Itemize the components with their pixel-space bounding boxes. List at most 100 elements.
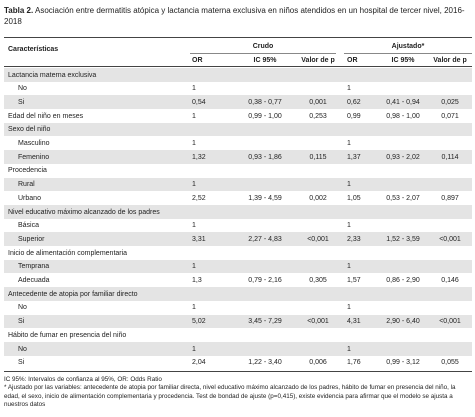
table-row: Temprana 1 1 [4, 259, 472, 274]
header-cell: Valor de p [433, 57, 467, 64]
cell: 0,253 [309, 112, 327, 120]
table-row: Procedencia [4, 163, 472, 178]
cell: 1 [192, 222, 196, 230]
header-cell: OR [347, 57, 358, 64]
cell: 0,86 - 2,90 [386, 277, 420, 284]
cell: 1,05 [347, 194, 361, 202]
cell: <0,001 [439, 235, 461, 243]
cell: 0,305 [309, 277, 327, 284]
cell: 2,90 - 6,40 [386, 318, 420, 326]
footnotes: IC 95%: Intervalos de confianza al 95%, … [4, 376, 470, 410]
cell: 0,146 [441, 277, 459, 284]
cell: 1,39 - 4,59 [248, 194, 282, 202]
table-row: No 1 1 [4, 342, 472, 356]
cell: 0,41 - 0,94 [386, 98, 420, 106]
rule [4, 37, 472, 38]
section-label: Procedencia [8, 167, 47, 175]
cell: 1 [192, 112, 196, 120]
cell: <0,001 [439, 318, 461, 326]
cell: 1,76 [347, 359, 361, 367]
header-cell: IC 95% [391, 57, 415, 64]
footnote: * Ajustado por las variables: antecedent… [4, 384, 456, 409]
table-row: Si 0,54 0,38 - 0,77 0,001 0,62 0,41 - 0,94 0,0… [4, 95, 472, 110]
row-label: Temprana [18, 263, 50, 271]
row-label: No [18, 304, 27, 312]
header-cell: OR [192, 57, 203, 64]
cell: 3,45 - 7,29 [248, 318, 282, 326]
cell: 0,025 [441, 98, 459, 106]
table-row: Masculino 1 1 [4, 136, 472, 151]
row-label: No [18, 85, 27, 93]
footnote: IC 95%: Intervalos de confianza al 95%, … [4, 376, 162, 383]
row-label: No [18, 345, 27, 353]
cell: 0,115 [309, 153, 327, 161]
cell: 0,93 - 2,02 [386, 153, 420, 161]
section-label: Lactancia materna exclusiva [8, 71, 97, 79]
cell: 0,897 [441, 194, 459, 202]
header-cell: Valor de p [301, 57, 335, 64]
cell: 1 [347, 181, 351, 189]
cell: 1 [192, 304, 196, 312]
cell: 0,006 [309, 359, 327, 367]
table-row: Si 5,02 3,45 - 7,29 <0,001 4,31 2,90 - 6,40 <0… [4, 314, 472, 329]
cell: 1 [347, 85, 351, 93]
rule [4, 66, 472, 67]
table-row: Inicio de alimentación complementaria [4, 246, 472, 260]
table-row: Lactancia materna exclusiva [4, 68, 472, 82]
cell: 1 [347, 345, 351, 353]
cell: 0,62 [347, 98, 361, 106]
row-label: Básica [18, 222, 40, 230]
table-row: Edad del niño en meses 1 0,99 - 1,00 0,253 0… [4, 109, 472, 123]
cell: 1 [347, 263, 351, 271]
cell: 1 [192, 85, 196, 93]
section-label: Hábito de fumar en presencia del niño [8, 331, 127, 339]
cell: 1 [347, 222, 351, 230]
cell: 1 [192, 140, 196, 147]
table-row: Nivel educativo máximo alcanzado de los … [4, 205, 472, 219]
section-label: Inicio de alimentación complementaria [8, 249, 128, 257]
cell: 1,3 [192, 277, 202, 284]
cell: 0,055 [441, 359, 459, 367]
rule [344, 53, 472, 54]
header-cell: Características [8, 46, 59, 53]
header-group: Ajustado* [391, 43, 425, 50]
section-label: Antecedente de atopia por familiar direc… [8, 290, 138, 298]
table-row: Superior 3,31 2,27 - 4,83 <0,001 2,33 1,52 - … [4, 232, 472, 247]
table-row: Adecuada 1,3 0,79 - 2,16 0,305 1,57 0,86 - 2,… [4, 273, 472, 288]
table-row: Sexo del niño [4, 122, 472, 137]
cell: 0,071 [441, 112, 459, 120]
cell: 0,54 [192, 98, 206, 106]
row-label: Urbano [18, 194, 41, 202]
caption-text: Asociación entre dermatitis atópica y la… [4, 6, 465, 26]
row-label: Rural [18, 181, 35, 189]
row-label: Edad del niño en meses [8, 112, 84, 120]
table-row: No 1 1 [4, 300, 472, 315]
cell: 0,001 [309, 98, 327, 106]
cell: 0,79 - 2,16 [248, 277, 282, 284]
table-row: Femenino 1,32 0,93 - 1,86 0,115 1,37 0,93 - 2… [4, 150, 472, 164]
cell: 1,57 [347, 277, 361, 284]
table-row: Urbano 2,52 1,39 - 4,59 0,002 1,05 0,53 - 2,0… [4, 191, 472, 205]
cell: 3,31 [192, 235, 206, 243]
row-label: Si [18, 98, 25, 106]
cell: 1 [347, 304, 351, 312]
caption: Tabla 2. Asociación entre dermatitis ató… [4, 5, 470, 27]
cell: 4,31 [347, 318, 361, 326]
caption-label: Tabla 2. [4, 6, 34, 15]
row-label: Masculino [18, 140, 50, 147]
cell: 1,32 [192, 153, 206, 161]
cell: 1 [192, 181, 196, 189]
header-cell: IC 95% [253, 57, 277, 64]
cell: 0,98 - 1,00 [386, 112, 420, 120]
cell: 1,37 [347, 153, 361, 161]
rule [190, 53, 336, 54]
row-label: Femenino [18, 153, 50, 161]
section-label: Nivel educativo máximo alcanzado de los … [8, 208, 160, 216]
cell: 0,114 [441, 153, 459, 161]
cell: 0,99 - 1,00 [248, 112, 282, 120]
cell: 0,53 - 2,07 [386, 194, 420, 202]
row-label: Superior [18, 235, 45, 243]
cell: 5,02 [192, 318, 206, 326]
table-row: Básica 1 1 [4, 218, 472, 233]
